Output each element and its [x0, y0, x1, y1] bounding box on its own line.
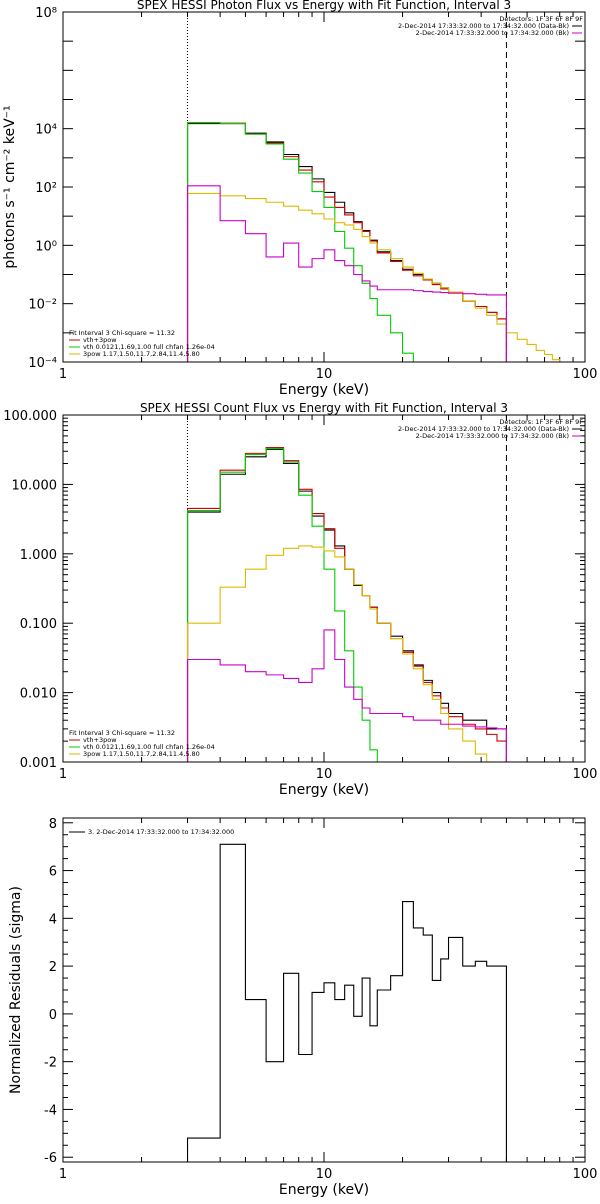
- x-axis-label: Energy (keV): [279, 782, 369, 798]
- series-line-1: [186, 448, 507, 762]
- y-tick-label: 10⁻⁴: [28, 356, 57, 371]
- series-group: [186, 843, 507, 1162]
- series-line-1: [186, 843, 507, 1162]
- legend-bottom-entry: Fit Interval 3 Chi-square = 11.32: [69, 329, 175, 337]
- plot-frame: [62, 11, 586, 363]
- y-tick-label: 0: [49, 1008, 57, 1023]
- y-tick-label: 100.000: [3, 409, 57, 424]
- series-line-2: [186, 446, 507, 762]
- series-line-5: [186, 629, 507, 762]
- y-tick-label: 2: [49, 960, 57, 975]
- series-line-3: [186, 122, 414, 362]
- plot-frame: [62, 817, 586, 1163]
- legend: 3. 2-Dec-2014 17:33:32.000 to 17:34:32.0…: [69, 828, 234, 836]
- y-tick-label: 6: [49, 865, 57, 880]
- y-tick-label: -2: [44, 1056, 57, 1071]
- legend-top-entry: Detectors: 1F 3F 6F 8F 9F: [499, 418, 583, 426]
- chart-title: SPEX HESSI Photon Flux vs Energy with Fi…: [137, 0, 511, 12]
- y-tick-label: 10⁸: [35, 6, 57, 21]
- y-axis: 0.001 0.010 0.100 1.000 10.000 100.000: [3, 409, 585, 771]
- x-tick-label: 100: [573, 367, 598, 382]
- legend-bottom-entry: 3pow 1.17,1.50,11.7,2.84,11.4,5.80: [83, 750, 200, 758]
- plot-frame: [62, 414, 586, 763]
- y-tick-label: 10⁰: [35, 239, 57, 254]
- y-axis: 10⁻⁴ 10⁻² 10⁰ 10² 10⁴ 10⁸: [28, 6, 585, 371]
- legend-bottom-entry: 3pow 1.17,1.50,11.7,2.84,11.4,5.80: [83, 350, 200, 358]
- legend-bottom-entry: vth 0.0121,1.69,1.00 full chfan 1.26e-04: [83, 743, 215, 751]
- y-tick-label: -4: [44, 1103, 57, 1118]
- legend-top-entry: 2-Dec-2014 17:33:32.000 to 17:34:32.000 …: [398, 22, 569, 30]
- legend-bottom-entry: vth 0.0121,1.69,1.00 full chfan 1.26e-04: [83, 343, 215, 351]
- series-line-4: [186, 192, 568, 362]
- chart-panel-2: SPEX HESSI Count Flux vs Energy with Fit…: [3, 401, 597, 798]
- legend-top-entry: 2-Dec-2014 17:33:32.000 to 17:34:32.000 …: [416, 29, 569, 37]
- x-axis: 1 10 100: [59, 818, 598, 1182]
- x-tick-label: 10: [316, 767, 333, 782]
- y-tick-label: -6: [44, 1151, 57, 1166]
- y-tick-label: 10.000: [12, 478, 58, 493]
- x-tick-label: 10: [316, 367, 333, 382]
- y-tick-label: 0.100: [20, 617, 57, 632]
- chart-panel-1: SPEX HESSI Photon Flux vs Energy with Fi…: [2, 0, 597, 398]
- x-axis-label: Energy (keV): [279, 1182, 369, 1198]
- x-tick-label: 1: [59, 1167, 67, 1182]
- series-group: [186, 446, 507, 762]
- x-axis: 1 10 100: [59, 415, 598, 782]
- x-tick-label: 1: [59, 767, 67, 782]
- legend-left-entry: 3. 2-Dec-2014 17:33:32.000 to 17:34:32.0…: [88, 828, 234, 836]
- y-tick-label: 1.000: [20, 548, 57, 563]
- x-tick-label: 100: [573, 1167, 598, 1182]
- x-tick-label: 100: [573, 767, 598, 782]
- y-tick-label: 0.001: [20, 756, 57, 771]
- series-line-5: [186, 185, 507, 362]
- x-axis-label: Energy (keV): [279, 382, 369, 398]
- legend-bottom-entry: Fit Interval 3 Chi-square = 11.32: [69, 729, 175, 737]
- legend-top-entry: 2-Dec-2014 17:33:32.000 to 17:34:32.000 …: [398, 425, 569, 433]
- series-line-2: [186, 122, 507, 362]
- series-group: [186, 122, 568, 362]
- legend-bottom-entry: vth+3pow: [83, 736, 117, 744]
- y-tick-label: 0.010: [20, 687, 57, 702]
- chart-title: SPEX HESSI Count Flux vs Energy with Fit…: [140, 401, 508, 415]
- legend: Detectors: 1F 3F 6F 8F 9F2-Dec-2014 17:3…: [69, 15, 583, 358]
- series-line-4: [186, 545, 488, 762]
- y-axis: -6 -4 -2 0 2 4 6 8: [44, 817, 585, 1166]
- series-line-3: [186, 447, 378, 762]
- y-tick-label: 10²: [35, 181, 57, 196]
- x-tick-label: 1: [59, 367, 67, 382]
- chart-panel-3: 1 10 100 Energy (keV) -6 -4 -2 0 2 4 6 8 Normalized …: [8, 817, 597, 1198]
- y-tick-label: 10⁻²: [28, 298, 57, 313]
- y-tick-label: 10⁴: [35, 123, 57, 138]
- y-axis-label: photons s⁻¹ cm⁻² keV⁻¹: [2, 105, 18, 268]
- series-line-1: [186, 122, 507, 362]
- legend: Detectors: 1F 3F 6F 8F 9F2-Dec-2014 17:3…: [69, 418, 583, 758]
- y-tick-label: 8: [49, 817, 57, 832]
- legend-bottom-entry: vth+3pow: [83, 336, 117, 344]
- legend-top-entry: Detectors: 1F 3F 6F 8F 9F: [499, 15, 583, 23]
- y-tick-label: 4: [49, 912, 57, 927]
- x-tick-label: 10: [316, 1167, 333, 1182]
- legend-top-entry: 2-Dec-2014 17:33:32.000 to 17:34:32.000 …: [416, 432, 569, 440]
- y-axis-label: Normalized Residuals (sigma): [8, 886, 24, 1094]
